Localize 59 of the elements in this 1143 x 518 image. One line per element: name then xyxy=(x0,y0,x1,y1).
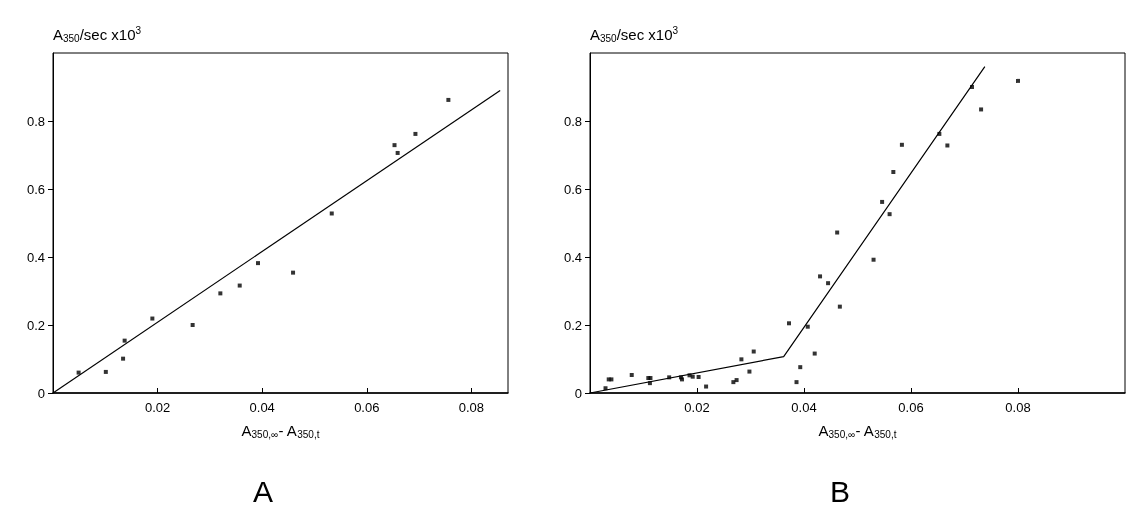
point xyxy=(812,351,817,356)
x-tick-label: 0.06 xyxy=(354,400,380,415)
x-tick-label: 0.04 xyxy=(249,400,275,415)
x-tick-label: 0.08 xyxy=(1005,400,1031,415)
point xyxy=(787,321,792,326)
y-tick-label: 0.4 xyxy=(563,249,582,265)
point xyxy=(237,283,242,288)
point xyxy=(979,107,984,112)
y-tick-label: 0 xyxy=(37,385,45,401)
y-tick-label: 0 xyxy=(574,385,582,401)
point xyxy=(945,143,950,148)
point xyxy=(887,212,892,217)
point xyxy=(891,170,896,174)
x-tick-label: 0.04 xyxy=(791,400,817,415)
point xyxy=(395,150,400,155)
text: A xyxy=(253,474,274,508)
point xyxy=(871,257,876,262)
point xyxy=(805,324,810,329)
point xyxy=(446,97,451,102)
point xyxy=(122,338,127,343)
point xyxy=(739,357,744,362)
text: B xyxy=(830,474,851,508)
point xyxy=(218,291,223,296)
y-tick-label: 0.6 xyxy=(26,181,45,197)
point xyxy=(629,372,634,377)
x-tick-label: 0.02 xyxy=(684,400,710,415)
point xyxy=(704,384,709,389)
point xyxy=(837,304,842,309)
y-tick-label: 0.6 xyxy=(563,181,582,197)
point xyxy=(731,380,736,385)
point xyxy=(392,143,397,148)
point xyxy=(835,230,840,235)
x-tick-label: 0.06 xyxy=(898,400,924,415)
y-tick-label: 0.4 xyxy=(26,249,45,265)
point xyxy=(798,365,803,370)
point xyxy=(734,378,739,383)
point xyxy=(150,316,155,321)
point xyxy=(190,323,195,327)
point xyxy=(413,131,418,136)
point xyxy=(880,199,885,204)
point xyxy=(121,356,126,361)
point xyxy=(794,380,799,385)
point xyxy=(103,369,108,374)
point xyxy=(747,369,752,374)
point xyxy=(329,211,334,216)
x-tick-label: 0.08 xyxy=(458,400,485,415)
point xyxy=(291,270,296,275)
y-tick-label: 0.2 xyxy=(563,317,582,333)
y-tick-label: 0.2 xyxy=(26,317,45,333)
x-tick-label: 0.02 xyxy=(144,400,171,415)
point xyxy=(256,261,261,266)
point xyxy=(818,274,823,279)
y-tick-label: 0.8 xyxy=(563,113,582,129)
point xyxy=(826,281,831,286)
point xyxy=(696,375,701,380)
y-tick-label: 0.8 xyxy=(26,113,45,129)
point xyxy=(899,142,904,147)
point xyxy=(1016,78,1020,83)
point xyxy=(751,349,756,354)
